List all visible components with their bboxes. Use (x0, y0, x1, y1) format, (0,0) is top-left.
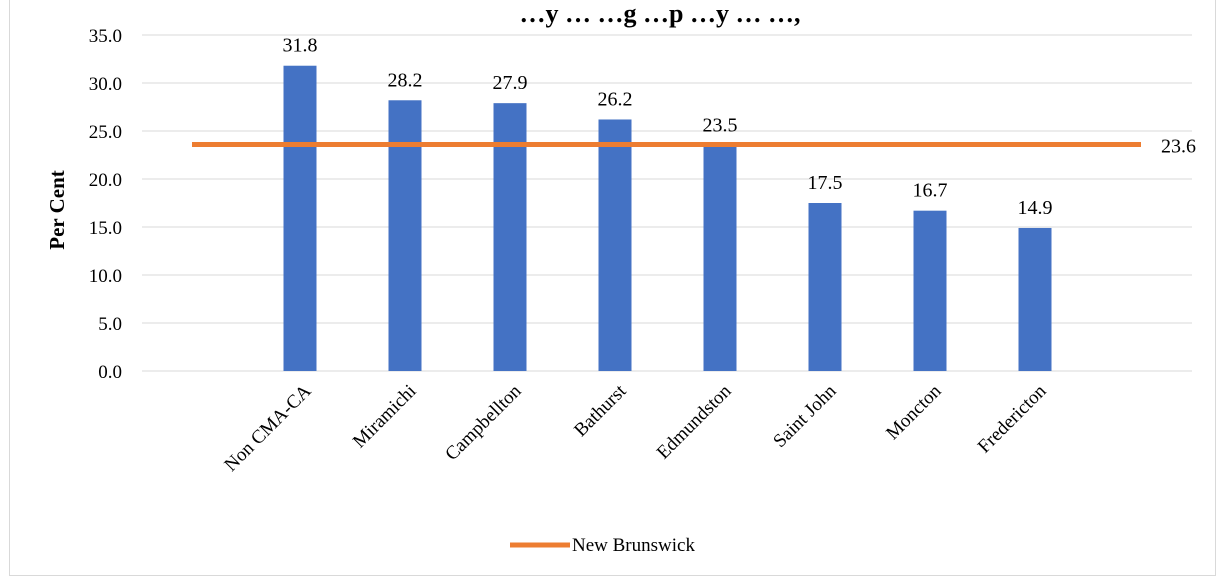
y-tick-label: 0.0 (98, 362, 122, 383)
data-label: 17.5 (808, 172, 843, 194)
legend-label-new-brunswick: New Brunswick (572, 535, 695, 556)
gridlines (142, 34, 1192, 372)
bar (493, 103, 527, 371)
bar (1018, 227, 1052, 371)
category-label: Fredericton (974, 380, 1051, 457)
category-label: Campbellton (441, 380, 526, 465)
bar (808, 203, 842, 371)
bar (913, 210, 947, 371)
y-axis-title: Per Cent (45, 170, 69, 250)
legend: New Brunswick (510, 535, 695, 556)
category-label: Saint John (769, 380, 841, 452)
data-labels: 31.8 28.2 27.9 26.2 23.5 17.5 16.7 14.9 (283, 35, 1053, 219)
data-label: 31.8 (283, 35, 318, 57)
data-label: 16.7 (913, 180, 948, 202)
bar (388, 100, 422, 371)
y-tick-label: 25.0 (89, 122, 122, 143)
y-tick-label: 35.0 (89, 26, 122, 47)
y-tick-label: 30.0 (89, 74, 122, 95)
bar (283, 65, 317, 371)
data-label: 26.2 (598, 88, 633, 110)
y-axis-ticks: 0.0 5.0 10.0 15.0 20.0 25.0 30.0 35.0 (89, 26, 122, 383)
category-label: Edmundston (653, 380, 736, 463)
category-label: Miramichi (349, 381, 421, 453)
bar (703, 145, 737, 371)
category-label: Bathurst (570, 380, 631, 441)
data-label: 14.9 (1018, 197, 1053, 219)
y-tick-label: 5.0 (98, 314, 122, 335)
category-label: Moncton (882, 380, 946, 444)
reference-line-label: 23.6 (1161, 135, 1196, 157)
y-tick-label: 20.0 (89, 170, 122, 191)
bar (598, 119, 632, 371)
data-label: 23.5 (703, 114, 738, 136)
chart-title: …y … …g …p …y … …, (520, 0, 801, 28)
data-label: 27.9 (493, 72, 528, 94)
reference-line-group: 23.6 (192, 135, 1196, 157)
y-tick-label: 10.0 (89, 266, 122, 287)
y-tick-label: 15.0 (89, 218, 122, 239)
category-label: Non CMA-CA (220, 380, 315, 475)
category-labels: Non CMA-CA Miramichi Campbellton Bathurst Ed… (220, 380, 1050, 476)
data-label: 28.2 (388, 69, 423, 91)
bars (283, 65, 1052, 371)
